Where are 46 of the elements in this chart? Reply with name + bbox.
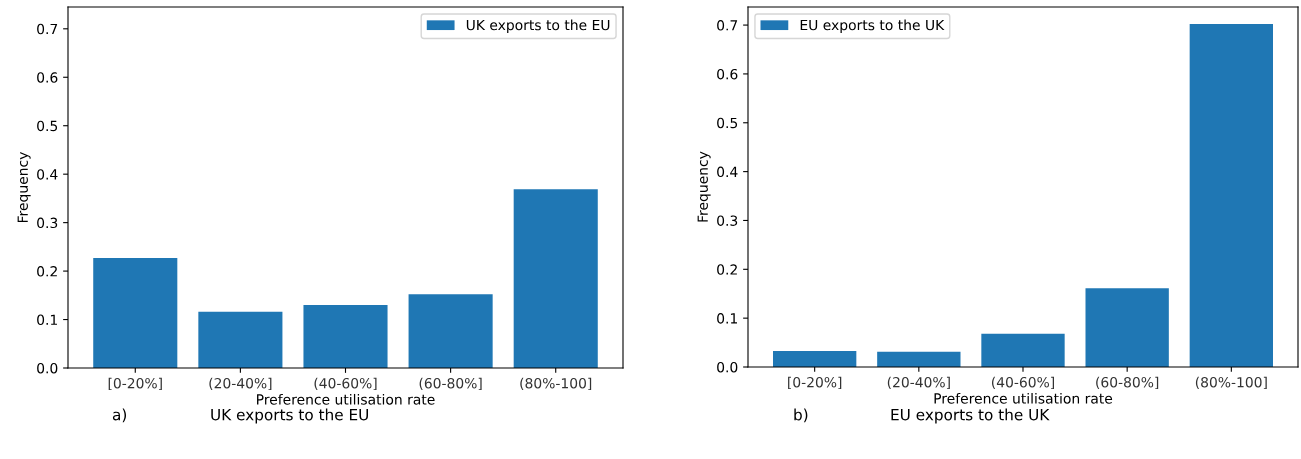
y-tick-label: 0.4 bbox=[717, 166, 738, 178]
text: EU exports to the UK bbox=[891, 408, 1050, 424]
y-tick-label: 0.7 bbox=[717, 20, 738, 31]
bar bbox=[198, 311, 283, 368]
y-tick-label: 0.3 bbox=[37, 217, 58, 229]
y-tick-label: 0.5 bbox=[717, 117, 738, 129]
x-tick-label: (20-40%] bbox=[209, 377, 272, 391]
x-tick-label: (60-80%] bbox=[1096, 376, 1159, 390]
bar bbox=[877, 351, 961, 367]
text: b) bbox=[794, 408, 808, 423]
y-tick-label: 0.1 bbox=[717, 313, 737, 324]
x-tick-label: [0-20%] bbox=[788, 376, 842, 390]
y-tick-label: 0.4 bbox=[37, 169, 58, 180]
y-tick-label: 0.5 bbox=[37, 120, 58, 132]
bar bbox=[773, 350, 857, 367]
bar bbox=[303, 305, 388, 368]
legend-label: EU exports to the UK bbox=[800, 19, 945, 33]
y-tick-label: 0.6 bbox=[717, 68, 738, 80]
x-tick-label: (40-60%] bbox=[992, 376, 1054, 390]
y-tick-label: 0.1 bbox=[37, 314, 57, 326]
x-tick-label: (80%-100] bbox=[520, 377, 592, 391]
y-tick-label: 0.0 bbox=[717, 361, 738, 373]
x-axis-title: Preference utilisation rate bbox=[257, 393, 435, 405]
y-tick-label: 0.7 bbox=[37, 23, 58, 35]
text: a) bbox=[112, 408, 127, 423]
x-tick-label: (60-80%] bbox=[419, 377, 482, 391]
y-axis-title: Frequency bbox=[17, 152, 31, 223]
x-tick-label: (40-60%] bbox=[314, 377, 377, 391]
y-tick-label: 0.6 bbox=[37, 72, 58, 83]
legend-label: UK exports to the EU bbox=[466, 19, 610, 33]
bar bbox=[408, 294, 493, 368]
x-tick-label: [0-20%] bbox=[108, 377, 162, 391]
y-tick-label: 0.2 bbox=[37, 266, 57, 277]
text: UK exports to the EU bbox=[211, 408, 368, 424]
x-tick-label: (80%-100] bbox=[1195, 376, 1267, 390]
x-axis-title: Preference utilisation rate bbox=[934, 392, 1113, 404]
bar bbox=[1189, 24, 1273, 367]
y-tick-label: 0.3 bbox=[717, 215, 738, 226]
bar bbox=[93, 258, 178, 368]
bar bbox=[981, 333, 1065, 367]
y-tick-label: 0.0 bbox=[37, 362, 58, 374]
x-tick-label: (20-40%] bbox=[887, 376, 950, 390]
y-axis-title: Frequency bbox=[697, 151, 711, 222]
bar bbox=[513, 189, 598, 368]
bar bbox=[1085, 288, 1169, 367]
y-tick-label: 0.2 bbox=[717, 264, 737, 275]
